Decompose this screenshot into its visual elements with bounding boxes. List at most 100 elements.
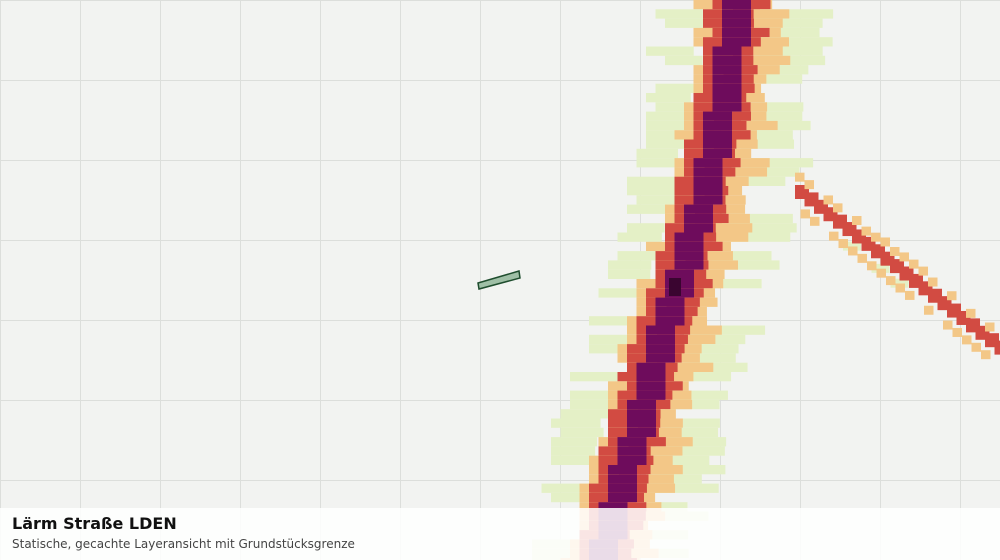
noise-cell — [712, 102, 742, 112]
noise-cell — [627, 186, 676, 196]
noise-cell — [617, 232, 662, 242]
noise-cell — [646, 241, 676, 252]
noise-cell — [703, 111, 732, 121]
noise-cell — [731, 148, 752, 159]
noise-cell — [617, 446, 647, 456]
noise-cell — [598, 502, 628, 512]
noise-cell — [861, 226, 871, 236]
noise-cell — [712, 232, 749, 242]
noise-cell — [646, 455, 673, 465]
noise-cell — [703, 269, 725, 279]
noise-cell — [943, 320, 953, 330]
noise-cell — [665, 390, 692, 400]
noise-cell — [722, 9, 751, 19]
noise-cell — [890, 278, 909, 288]
noise-cell — [655, 83, 695, 93]
noise-cell — [731, 158, 770, 168]
noise-cell — [703, 251, 733, 261]
noise-cell — [665, 372, 694, 382]
noise-cell — [617, 251, 658, 261]
noise-cell — [674, 344, 702, 354]
noise-cell — [684, 213, 713, 224]
noise-cell — [608, 474, 637, 484]
noise-cell — [712, 93, 742, 103]
noise-cell — [589, 316, 633, 326]
noise-cell — [646, 446, 683, 456]
noise-cell — [636, 148, 679, 159]
noise-cell — [617, 437, 647, 447]
noise-cell — [810, 216, 820, 226]
noise-cell — [833, 203, 843, 213]
noise-cell — [684, 316, 708, 326]
noise-cell — [608, 492, 637, 503]
noise-cell — [665, 427, 719, 438]
noise-cell — [703, 130, 732, 140]
noise-cell — [843, 241, 861, 251]
noise-cell — [655, 316, 685, 326]
noise-cell — [674, 362, 714, 372]
noise-cell — [924, 305, 934, 315]
noise-cell — [994, 340, 1000, 355]
noise-cell — [655, 446, 725, 456]
noise-cell — [655, 9, 703, 19]
noise-cell — [627, 418, 656, 428]
noise-cell — [665, 399, 720, 410]
noise-cell — [971, 342, 981, 352]
noise-cell — [918, 266, 928, 276]
noise-cell — [551, 437, 597, 447]
noise-cell — [712, 83, 742, 93]
noise-cell — [693, 167, 723, 177]
noise-cell — [712, 74, 742, 84]
noise-cell — [857, 253, 867, 263]
noise-cell — [750, 74, 803, 84]
noise-cell — [741, 158, 814, 168]
noise-cell — [760, 27, 820, 38]
noise-cell — [703, 260, 738, 270]
noise-cell — [636, 158, 678, 168]
noise-cell — [867, 261, 877, 271]
noise-cell — [665, 18, 706, 28]
noise-cell — [608, 381, 638, 391]
noise-cell — [646, 139, 686, 149]
noise-cell — [646, 474, 674, 484]
noise-cell — [876, 268, 886, 278]
noise-cell — [589, 344, 630, 354]
noise-cell — [655, 409, 676, 419]
noise-cell — [684, 204, 713, 214]
noise-cell — [712, 213, 750, 224]
noise-cell — [655, 418, 683, 428]
noise-cell — [693, 297, 718, 307]
noise-cell — [899, 252, 909, 262]
noise-cell — [750, 111, 803, 121]
noise-cell — [589, 334, 629, 345]
noise-cell — [636, 492, 656, 503]
noise-cell — [741, 120, 778, 131]
noise-cell — [750, 65, 780, 75]
noise-cell — [722, 204, 746, 214]
noise-cell — [804, 180, 814, 190]
noise-cell — [838, 239, 848, 249]
noise-cell — [627, 399, 656, 410]
noise-cell — [985, 322, 995, 332]
noise-cell — [712, 223, 753, 233]
noise-cell — [693, 288, 716, 298]
noise-cell — [627, 223, 665, 233]
noise-cell — [909, 259, 919, 269]
noise-cell — [646, 93, 691, 103]
parcel-boundary — [477, 270, 521, 290]
noise-cell — [541, 483, 591, 493]
noise-cell — [760, 9, 834, 19]
noise-cell — [608, 465, 637, 475]
noise-cell — [981, 350, 991, 360]
noise-cell — [665, 269, 694, 279]
noise-cell — [560, 409, 610, 419]
noise-cell — [760, 18, 823, 28]
noise-cell — [646, 344, 675, 354]
noise-cell — [598, 288, 643, 298]
noise-cell — [646, 483, 719, 493]
noise-cell — [646, 120, 692, 131]
noise-cell — [627, 176, 677, 186]
noise-cell — [722, 223, 797, 233]
noise-cell — [823, 195, 833, 205]
noise-cell — [570, 390, 612, 400]
